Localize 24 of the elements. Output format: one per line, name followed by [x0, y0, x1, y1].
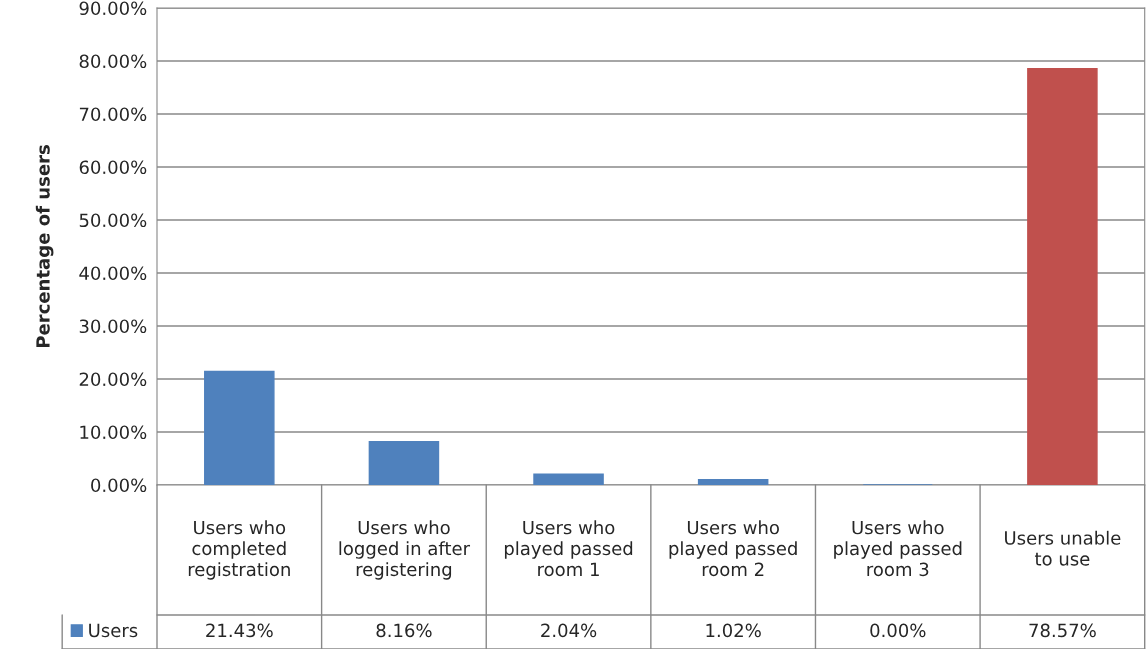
- data-label: 0.00%: [870, 623, 926, 638]
- y-tick-label: 30.00%: [79, 319, 147, 334]
- data-label: 1.02%: [706, 623, 761, 638]
- data-label: 8.16%: [376, 623, 432, 638]
- y-tick-label: 60.00%: [79, 160, 147, 175]
- x-tick-label: Users who played passed room 2: [669, 520, 797, 577]
- legend-label: Users: [89, 623, 138, 638]
- x-tick-label: Users who completed registration: [188, 520, 290, 580]
- y-axis-title: Percentage of users: [35, 145, 54, 348]
- y-tick-label: 50.00%: [79, 213, 147, 228]
- data-label: 78.57%: [1029, 623, 1096, 638]
- y-tick-label: 80.00%: [79, 54, 147, 69]
- y-tick-label: 40.00%: [79, 266, 147, 281]
- x-tick-label: Users who played passed room 3: [834, 520, 962, 577]
- x-tick-label: Users unable to use: [1005, 530, 1121, 566]
- y-tick-label: 0.00%: [91, 478, 147, 493]
- data-label: 21.43%: [206, 623, 273, 638]
- x-tick-label: Users who played passed room 1: [504, 520, 633, 577]
- data-label: 2.04%: [541, 623, 597, 638]
- x-tick-label: Users who logged in after registering: [339, 520, 471, 580]
- y-tick-label: 20.00%: [79, 372, 147, 387]
- y-tick-label: 90.00%: [79, 1, 147, 16]
- y-tick-label: 70.00%: [79, 107, 147, 122]
- y-tick-label: 10.00%: [80, 425, 147, 440]
